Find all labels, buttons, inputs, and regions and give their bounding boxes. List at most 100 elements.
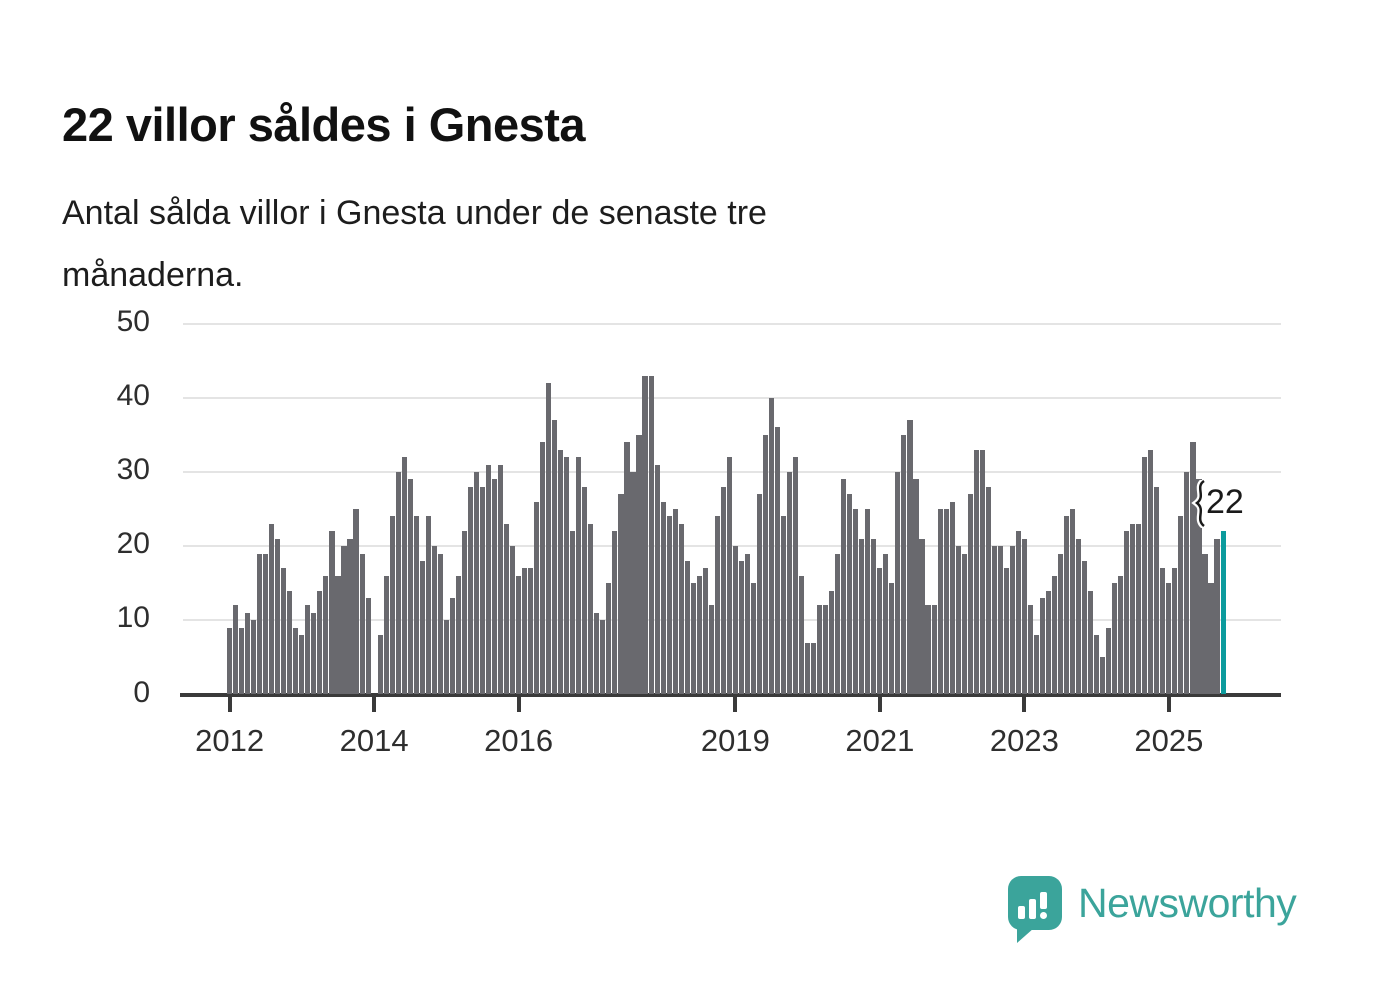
bar [461, 531, 467, 695]
bar [895, 471, 901, 695]
bar [774, 427, 781, 695]
bar [383, 575, 389, 695]
bar [1178, 516, 1184, 695]
chart-subtitle: Antal sålda villor i Gnesta under de sen… [62, 182, 767, 306]
bar [714, 516, 720, 695]
bar [413, 516, 419, 695]
x-axis-tick [1166, 696, 1171, 712]
bar [1063, 516, 1070, 695]
bar [528, 568, 534, 695]
bar [251, 620, 257, 695]
logo-exclamation-dot [1040, 912, 1047, 919]
bar [817, 605, 823, 695]
gridline [183, 322, 1281, 325]
bar [642, 375, 648, 695]
bar [1124, 531, 1130, 695]
bar [1082, 560, 1088, 695]
bar [582, 486, 588, 695]
bar [1003, 568, 1009, 695]
bar [365, 598, 371, 695]
bar [793, 457, 799, 695]
x-axis-tick [372, 696, 377, 712]
bar [437, 553, 443, 695]
bar [1142, 457, 1148, 695]
bar [678, 523, 684, 695]
bar [233, 605, 239, 695]
bar [871, 538, 877, 695]
page-title: 22 villor såldes i Gnesta [62, 98, 586, 152]
bar [311, 612, 317, 695]
gridline [183, 470, 1281, 473]
bar [516, 575, 522, 695]
bar [612, 531, 618, 695]
bar [1118, 575, 1124, 695]
x-axis-tick [227, 696, 232, 712]
logo-chart-bar-medium [1029, 899, 1036, 919]
bar [317, 590, 323, 695]
bar [1208, 583, 1214, 695]
bar [389, 516, 395, 695]
x-axis-tick [733, 696, 738, 712]
bar [401, 457, 407, 695]
bar [473, 471, 479, 695]
bar [997, 546, 1003, 695]
x-axis-tick-label: 2014 [339, 722, 409, 758]
bar [877, 568, 883, 695]
bar [455, 575, 461, 695]
bar [293, 627, 299, 695]
bar [395, 471, 401, 695]
bar [787, 471, 793, 695]
bar [377, 635, 383, 695]
bar [672, 509, 678, 695]
bar [1009, 546, 1015, 695]
logo-chart-bar-small [1018, 906, 1025, 919]
bar [666, 516, 672, 695]
bar [594, 612, 600, 695]
y-axis-tick-label: 20 [116, 527, 150, 561]
bar [799, 575, 805, 695]
x-axis-tick-label: 2025 [1134, 722, 1204, 758]
bar [756, 494, 762, 695]
y-axis-tick-label: 30 [116, 452, 150, 486]
bar [1112, 583, 1118, 695]
bar [925, 605, 931, 695]
bar [961, 553, 967, 695]
bar [491, 479, 498, 695]
newsworthy-logo: Newsworthy [1008, 876, 1297, 943]
subtitle-line-1: Antal sålda villor i Gnesta under de sen… [62, 194, 767, 232]
bar [1027, 605, 1033, 695]
x-axis-tick [1022, 696, 1027, 712]
bar [1100, 657, 1106, 695]
bar [750, 583, 756, 695]
y-axis-tick-label: 40 [116, 378, 150, 412]
bar [576, 457, 582, 695]
bar [823, 605, 829, 695]
bar [341, 546, 347, 695]
bar [449, 598, 455, 695]
x-axis-tick-label: 2019 [700, 722, 770, 758]
bar [275, 538, 281, 695]
bar [347, 538, 353, 695]
bar [618, 494, 624, 695]
bar [865, 509, 871, 695]
bar [913, 479, 919, 695]
bar [257, 553, 263, 695]
bar [829, 590, 835, 695]
bar [780, 516, 787, 695]
bar [901, 434, 907, 695]
newsworthy-logo-text: Newsworthy [1078, 879, 1297, 926]
x-axis-tick-label: 2016 [484, 722, 554, 758]
logo-speech-tail [1017, 928, 1034, 943]
bar [889, 583, 895, 695]
bar [281, 568, 287, 695]
bar [600, 620, 606, 695]
bar [558, 449, 564, 695]
bar [805, 642, 811, 695]
bar [660, 501, 666, 695]
bar [419, 560, 425, 695]
bar [654, 464, 660, 695]
bar [570, 531, 576, 695]
bar [1094, 635, 1100, 695]
bar [534, 501, 540, 695]
logo-exclamation-icon [1040, 892, 1047, 919]
